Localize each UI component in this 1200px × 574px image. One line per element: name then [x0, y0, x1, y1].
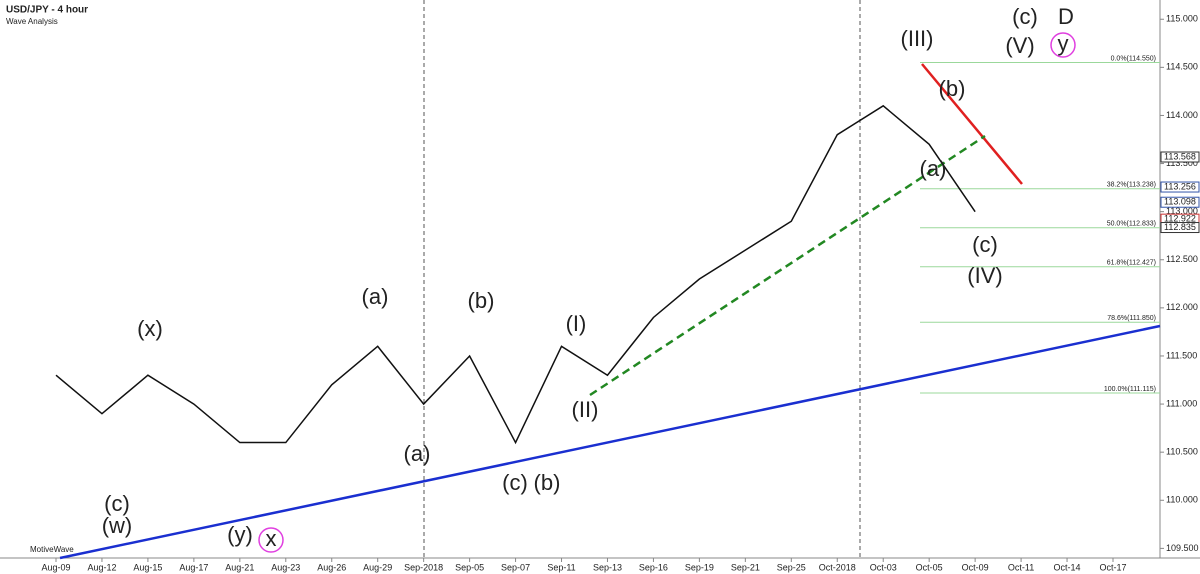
- x-tick-label: Aug-21: [225, 562, 254, 572]
- wave-label: x: [266, 526, 277, 551]
- price-line: [55, 104, 976, 445]
- wave-label: (V): [1005, 33, 1034, 58]
- fib-label: 100.0%(111.115): [1104, 386, 1156, 393]
- channel-trendline: [589, 134, 986, 397]
- wave-label: (c): [1012, 4, 1038, 29]
- price-marker-label: 113.098: [1164, 197, 1196, 207]
- wave-label: (c): [502, 470, 528, 495]
- wave-label: y: [1058, 31, 1069, 56]
- wave-label: (b): [534, 470, 561, 495]
- wave-label: (x): [137, 316, 163, 341]
- price-marker: [1160, 222, 1200, 234]
- x-tick-label: Oct-14: [1054, 562, 1081, 572]
- x-tick-label: Aug-26: [317, 562, 346, 572]
- wave-label: (c): [104, 491, 130, 516]
- x-tick-label: Sep-2018: [404, 562, 443, 572]
- x-tick-label: Aug-09: [41, 562, 70, 572]
- wave-label: (III): [901, 26, 934, 51]
- price-marker: [1160, 151, 1200, 163]
- price-marker-label: 112.835: [1164, 222, 1196, 232]
- chart-title: USD/JPY - 4 hour: [6, 5, 88, 16]
- fib-label: 50.0%(112.833): [1107, 221, 1156, 228]
- fib-label: 78.6%(111.850): [1107, 315, 1156, 322]
- fib-label: 0.0%(114.550): [1111, 55, 1156, 62]
- wave-label: D: [1058, 4, 1074, 29]
- x-tick-label: Aug-15: [133, 562, 162, 572]
- x-tick-label: Sep-19: [685, 562, 714, 572]
- x-tick-label: Oct-05: [916, 562, 943, 572]
- x-tick-label: Sep-13: [593, 562, 622, 572]
- price-marker-label: 113.256: [1164, 181, 1196, 191]
- wave-label: (y): [227, 522, 253, 547]
- wave-label: (a): [920, 156, 947, 181]
- wave-label: (IV): [967, 263, 1002, 288]
- y-tick-label: 113.500: [1166, 158, 1198, 168]
- wave-label: (a): [404, 441, 431, 466]
- x-tick-label: Sep-16: [639, 562, 668, 572]
- y-tick-label: 113.000: [1166, 206, 1198, 216]
- wave-circle: [1050, 32, 1076, 58]
- y-tick-label: 111.500: [1166, 350, 1197, 360]
- y-tick-label: 112.000: [1166, 302, 1198, 312]
- wave-label: (c): [972, 232, 998, 257]
- y-tick-label: 114.500: [1166, 62, 1198, 72]
- y-tick-label: 110.500: [1166, 447, 1198, 457]
- wave-label: (b): [939, 76, 966, 101]
- x-tick-label: Oct-11: [1008, 562, 1034, 572]
- x-tick-label: Oct-17: [1099, 562, 1126, 572]
- y-tick-label: 114.000: [1166, 110, 1198, 120]
- x-tick-label: Aug-12: [87, 562, 116, 572]
- watermark: MotiveWave: [30, 545, 74, 554]
- wave-label: (b): [468, 288, 495, 313]
- support-trendline: [59, 324, 1161, 560]
- price-marker: [1160, 181, 1200, 193]
- chart-subtitle: Wave Analysis: [6, 17, 58, 26]
- wave-label: (I): [566, 311, 587, 336]
- x-tick-label: Oct-09: [962, 562, 989, 572]
- y-tick-label: 110.000: [1166, 495, 1198, 505]
- x-tick-label: Oct-03: [870, 562, 897, 572]
- wave-label: (II): [572, 397, 599, 422]
- x-tick-label: Sep-25: [777, 562, 806, 572]
- price-marker: [1160, 196, 1200, 208]
- x-tick-label: Sep-21: [731, 562, 760, 572]
- x-tick-label: Aug-29: [363, 562, 392, 572]
- x-tick-label: Sep-11: [547, 562, 575, 572]
- wave-label: (a): [362, 284, 389, 309]
- wave-circle: [258, 527, 284, 553]
- price-marker-label: 113.568: [1164, 151, 1196, 161]
- x-tick-label: Sep-07: [501, 562, 530, 572]
- fib-label: 61.8%(112.427): [1107, 260, 1156, 267]
- x-tick-label: Aug-17: [179, 562, 208, 572]
- x-tick-label: Aug-23: [271, 562, 300, 572]
- fib-label: 38.2%(113.238): [1107, 182, 1156, 189]
- y-tick-label: 115.000: [1166, 14, 1198, 24]
- price-marker-label: 112.922: [1164, 214, 1196, 224]
- x-tick-label: Oct-2018: [819, 562, 856, 572]
- resistance-trendline: [921, 63, 1023, 185]
- y-tick-label: 111.000: [1166, 398, 1197, 408]
- wave-label: (w): [102, 513, 133, 538]
- x-tick-label: Sep-05: [455, 562, 484, 572]
- y-tick-label: 112.500: [1166, 254, 1198, 264]
- y-tick-label: 109.500: [1166, 543, 1199, 553]
